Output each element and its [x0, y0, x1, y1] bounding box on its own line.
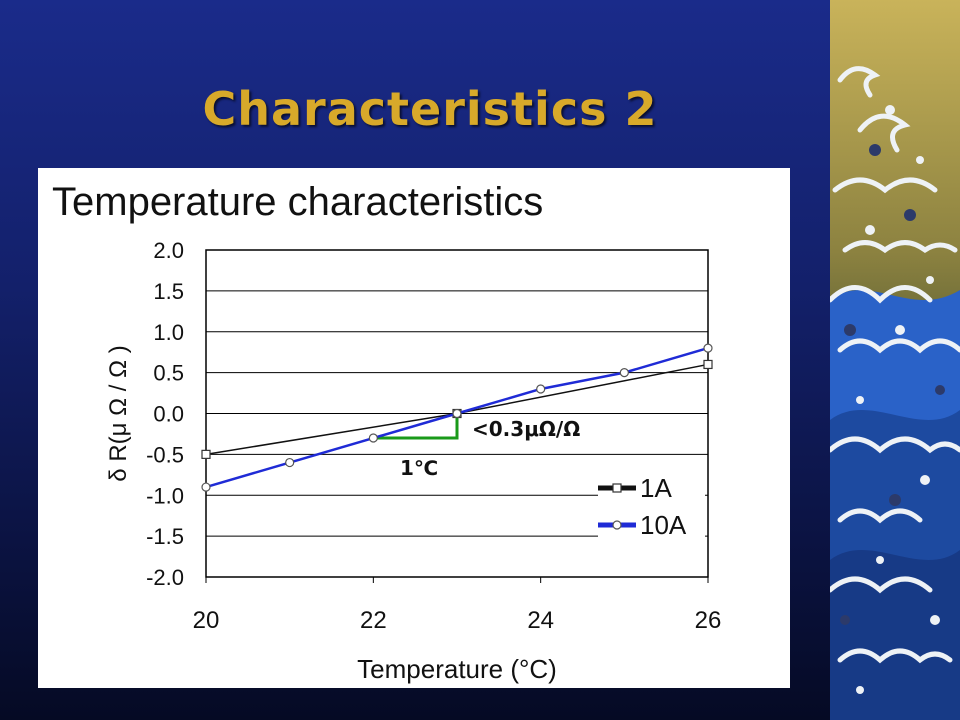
plot-frame	[205, 249, 709, 578]
data-point-10A	[619, 368, 629, 378]
chart-heading: Temperature characteristics	[52, 180, 544, 224]
y-tick-label: 1.5	[153, 279, 184, 304]
y-tick-label: 0.0	[153, 402, 184, 427]
data-point-10A	[285, 457, 295, 468]
chart-panel: Temperature characteristics 2.0 1.5 1.0 0.5…	[38, 168, 790, 688]
y-tick-label: 1.0	[153, 320, 184, 345]
data-point-10A	[536, 384, 546, 394]
legend-label-10A: 10A	[640, 510, 687, 540]
x-tick-label: 24	[527, 607, 554, 634]
slide-title: Characteristics 2	[202, 82, 658, 136]
x-axis-label: Temperature (°C)	[357, 654, 557, 684]
data-point-1A	[703, 359, 713, 370]
y-tick-label: -0.5	[146, 442, 184, 467]
wave-decoration	[830, 0, 960, 720]
data-point-10A	[201, 482, 211, 492]
legend-marker-10A	[612, 520, 622, 530]
x-tick-label: 26	[695, 607, 722, 634]
y-tick-label: 0.5	[153, 361, 184, 386]
legend-label-1A: 1A	[640, 473, 672, 503]
slope-annotation: <0.3μΩ/Ω	[472, 417, 580, 441]
y-tick-label: -1.0	[146, 483, 184, 508]
y-tick-label: 2.0	[153, 238, 184, 263]
x-tick-label: 20	[193, 607, 220, 634]
data-point-10A	[452, 408, 462, 419]
delta-t-annotation: 1℃	[400, 456, 438, 480]
slope-step-indicator	[373, 413, 459, 440]
y-tick-label: -1.5	[146, 524, 184, 549]
data-point-1A	[201, 449, 211, 459]
temperature-chart: 2.0 1.5 1.0 0.5 0.0 -0.5 -1.0 -1.5 -2.0 20 22 24 26 T…	[105, 238, 722, 684]
x-tick-label: 22	[360, 607, 387, 634]
data-point-10A	[368, 433, 378, 443]
y-tick-label: -2.0	[146, 565, 184, 590]
y-axis-label: δ R(μ Ω / Ω )	[105, 345, 132, 481]
data-point-10A	[703, 343, 713, 353]
legend-marker-1A	[612, 483, 622, 493]
